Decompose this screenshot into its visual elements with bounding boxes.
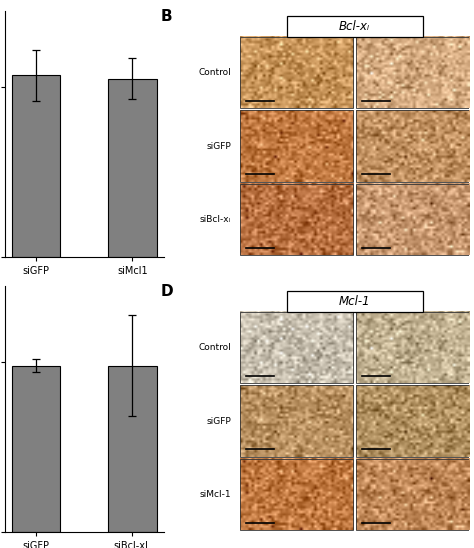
Bar [12, 366, 60, 532]
Text: Control: Control [198, 343, 231, 352]
Bar [240, 312, 353, 383]
Bar [356, 110, 469, 181]
Text: Mcl-1: Mcl-1 [339, 295, 370, 308]
Text: Control: Control [198, 68, 231, 77]
FancyBboxPatch shape [286, 16, 422, 37]
Text: siGFP: siGFP [206, 141, 231, 151]
Bar [240, 184, 353, 255]
Text: siBcl-xₗ: siBcl-xₗ [200, 215, 231, 224]
FancyBboxPatch shape [286, 291, 422, 312]
Bar [356, 459, 469, 530]
Text: siGFP: siGFP [206, 416, 231, 426]
Text: B: B [160, 9, 172, 24]
Bar [240, 459, 353, 530]
Bar [240, 385, 353, 456]
Bar [240, 110, 353, 181]
Bar [109, 79, 156, 256]
Text: siMcl-1: siMcl-1 [200, 490, 231, 499]
Bar [109, 366, 156, 532]
Bar [356, 37, 469, 108]
Bar [240, 37, 353, 108]
Bar [356, 184, 469, 255]
Text: D: D [160, 283, 173, 299]
Text: Bcl-xₗ: Bcl-xₗ [339, 20, 370, 33]
Bar [12, 75, 60, 256]
Bar [356, 385, 469, 456]
Bar [356, 312, 469, 383]
